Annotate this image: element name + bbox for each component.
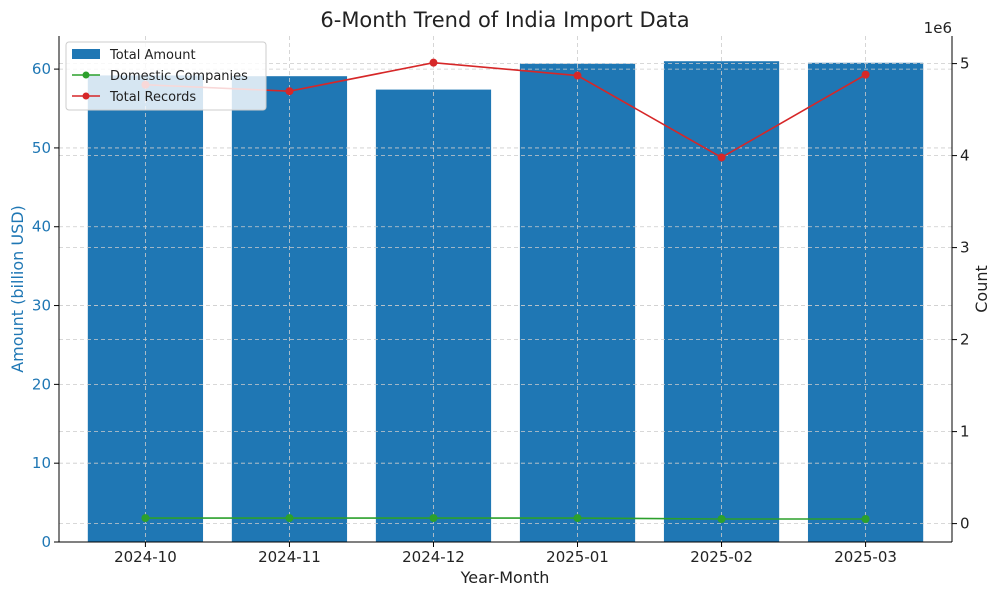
y2-tick-label: 0 <box>960 515 970 533</box>
axes: 0 10 20 30 40 50 60 0 1 2 3 4 5 2024-10 2024-11 2024-12… <box>32 36 970 566</box>
point-total-records-2025-03 <box>861 70 870 79</box>
point-domestic-companies-2024-12 <box>429 514 438 523</box>
legend-swatch-marker <box>82 92 90 100</box>
legend-swatch-marker <box>82 71 90 79</box>
point-total-records-2025-02 <box>717 153 726 162</box>
point-total-records-2024-11 <box>285 87 294 96</box>
point-domestic-companies-2025-02 <box>717 515 726 523</box>
y2-tick-label: 2 <box>960 331 970 349</box>
y-axis-title: Amount (billion USD) <box>8 205 27 373</box>
x-tick-label: 2024-10 <box>114 548 177 566</box>
legend-swatch-bar <box>72 49 100 59</box>
x-tick-label: 2024-12 <box>402 548 465 566</box>
y-tick-label: 50 <box>32 139 51 157</box>
x-tick-label: 2025-03 <box>834 548 897 566</box>
y2-tick-label: 3 <box>960 239 970 257</box>
point-total-records-2025-01 <box>573 71 582 80</box>
y2-tick-label: 4 <box>960 147 970 165</box>
y2-offset-label: 1e6 <box>924 19 952 37</box>
chart-title: 6-Month Trend of India Import Data <box>320 8 689 32</box>
y-tick-label: 10 <box>32 454 51 472</box>
y-tick-label: 60 <box>32 60 51 78</box>
legend-label: Total Records <box>109 90 196 105</box>
point-domestic-companies-2024-11 <box>285 514 294 523</box>
y2-tick-label: 5 <box>960 55 970 73</box>
series-line-domestic-companies <box>145 517 866 520</box>
x-axis-title: Year-Month <box>460 568 550 587</box>
legend-label: Total Amount <box>109 48 196 63</box>
legend: Total Amount Domestic Companies Total Reco… <box>65 41 267 111</box>
x-tick-label: 2024-11 <box>258 548 321 566</box>
legend-label: Domestic Companies <box>110 69 248 84</box>
y-tick-label: 0 <box>41 533 51 551</box>
x-tick-label: 2025-02 <box>690 548 753 566</box>
y-tick-label: 20 <box>32 375 51 393</box>
point-total-records-2024-12 <box>429 58 438 67</box>
point-domestic-companies-2025-01 <box>573 514 582 523</box>
y2-tick-label: 1 <box>960 423 970 441</box>
y2-axis-title: Count <box>972 265 991 313</box>
x-tick-label: 2025-01 <box>546 548 609 566</box>
point-domestic-companies-2024-10 <box>141 514 150 523</box>
point-domestic-companies-2025-03 <box>861 515 870 523</box>
y-tick-label: 30 <box>32 297 51 315</box>
bars <box>87 61 924 543</box>
y-tick-label: 40 <box>32 218 51 236</box>
legend-box <box>65 41 267 111</box>
